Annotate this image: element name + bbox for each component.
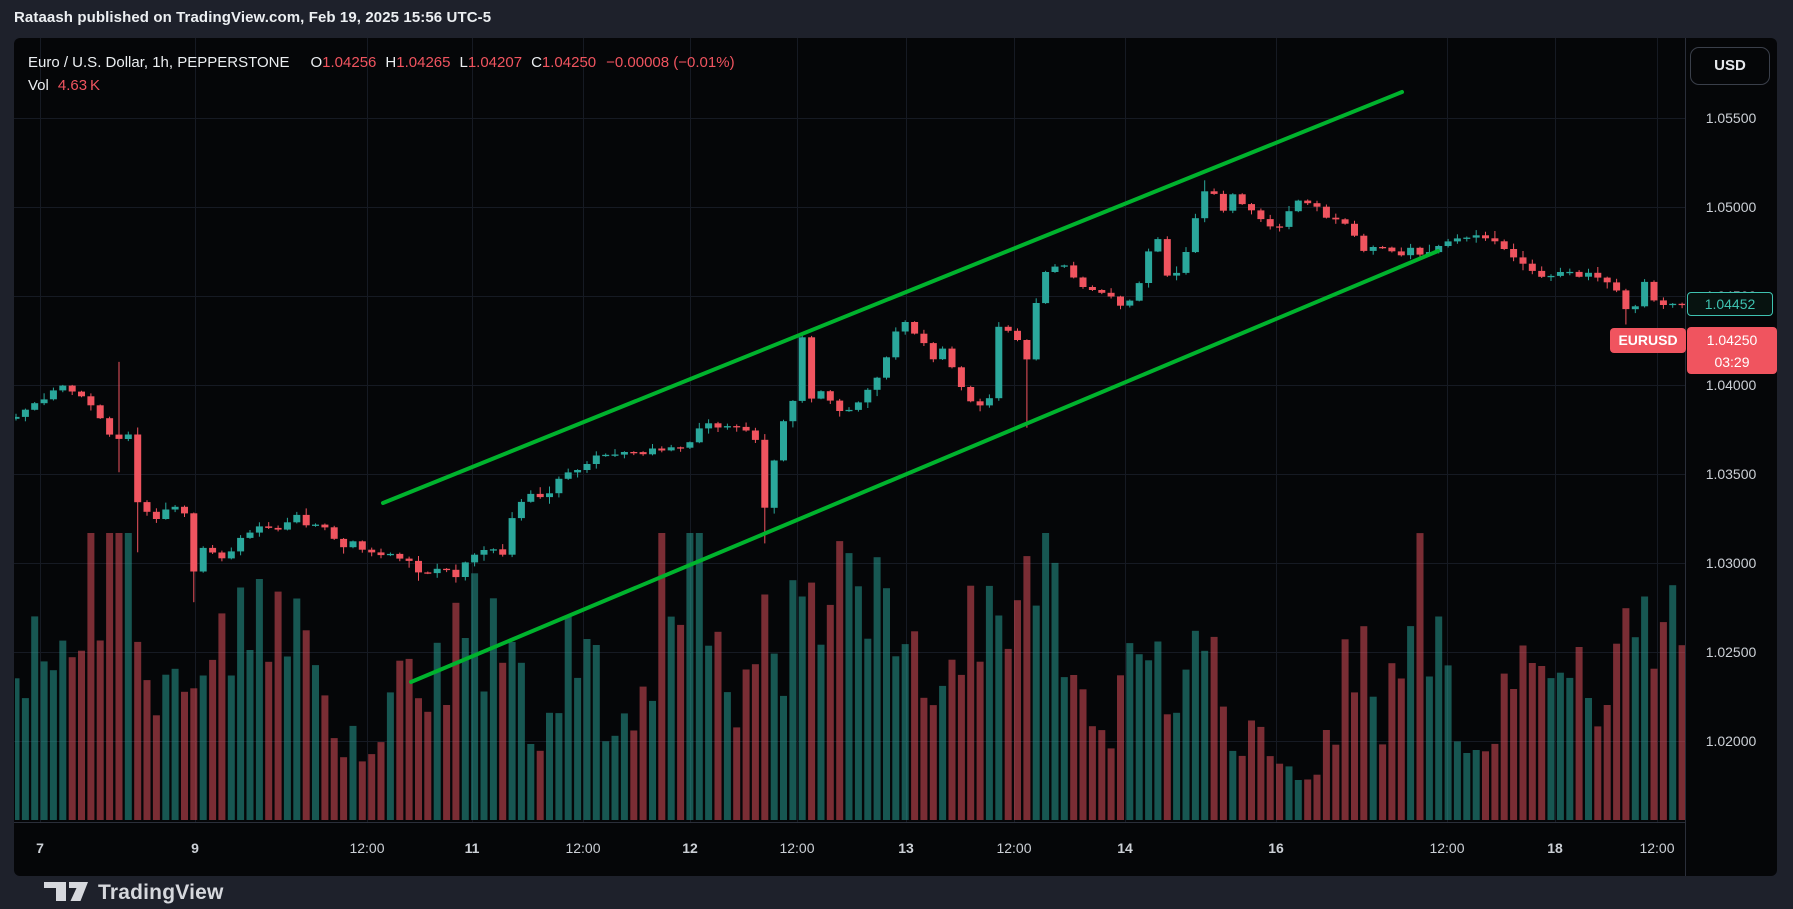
time-tick-label: 14 bbox=[1117, 840, 1133, 856]
time-tick-label: 16 bbox=[1268, 840, 1284, 856]
trend-channel bbox=[381, 90, 1440, 684]
volume-label: Vol bbox=[28, 77, 49, 94]
symbol-title[interactable]: Euro / U.S. Dollar, 1h, PEPPERSTONE bbox=[28, 54, 290, 71]
time-tick-label: 12:00 bbox=[996, 840, 1032, 856]
ohlc-letter: L bbox=[459, 54, 468, 71]
price-tick-label: 1.02500 bbox=[1705, 644, 1757, 660]
time-tick-label: 12:00 bbox=[1429, 840, 1465, 856]
candles bbox=[15, 180, 1685, 603]
last-price: 1.04250 bbox=[1706, 332, 1758, 348]
tradingview-logo-icon[interactable] bbox=[44, 882, 88, 902]
price-tick-label: 1.05000 bbox=[1705, 199, 1757, 215]
ohlc-value: 1.04265 bbox=[396, 54, 451, 71]
publish-header: Rataash published on TradingView.com, Fe… bbox=[0, 0, 1793, 38]
ohlc-value: 1.04256 bbox=[322, 54, 377, 71]
time-tick-label: 12:00 bbox=[779, 840, 815, 856]
brand-name[interactable]: TradingView bbox=[98, 881, 224, 904]
time-tick-label: 12:00 bbox=[349, 840, 385, 856]
bar-countdown: 03:29 bbox=[1714, 354, 1750, 370]
time-tick-label: 13 bbox=[898, 840, 914, 856]
ask-price-badge: 1.04452 bbox=[1687, 292, 1773, 316]
time-tick-label: 12 bbox=[682, 840, 698, 856]
chart-canvas[interactable] bbox=[14, 38, 1777, 876]
publish-header-text: Rataash published on TradingView.com, Fe… bbox=[14, 9, 492, 26]
price-axis[interactable]: 1.055001.050001.045001.040001.035001.030… bbox=[1685, 38, 1777, 822]
legend-row-volume: Vol 4.63 K bbox=[28, 74, 735, 97]
time-tick-label: 12:00 bbox=[1639, 840, 1675, 856]
price-tick-label: 1.03000 bbox=[1705, 555, 1757, 571]
axis-separators bbox=[14, 38, 1686, 876]
ohlc-values: O1.04256 H1.04265 L1.04207 C1.04250 bbox=[302, 54, 597, 71]
volume-bars bbox=[15, 533, 1685, 820]
ohlc-value: 1.04207 bbox=[467, 54, 523, 71]
legend-row-symbol: Euro / U.S. Dollar, 1h, PEPPERSTONE O1.04… bbox=[28, 51, 735, 74]
price-tick-label: 1.04000 bbox=[1705, 377, 1757, 393]
time-tick-label: 9 bbox=[191, 840, 199, 856]
time-tick-label: 11 bbox=[464, 840, 480, 856]
price-tick-label: 1.02000 bbox=[1705, 733, 1757, 749]
time-tick-label: 7 bbox=[36, 840, 44, 856]
time-tick-label: 12:00 bbox=[565, 840, 601, 856]
last-price-badge: 1.04250 03:29 bbox=[1687, 327, 1777, 374]
ohlc-letter: C bbox=[531, 54, 542, 71]
volume-value: 4.63 K bbox=[57, 77, 101, 94]
brand-footer: TradingView bbox=[0, 876, 1793, 909]
currency-toggle-button[interactable]: USD bbox=[1690, 47, 1770, 85]
ohlc-letter: O bbox=[310, 54, 323, 71]
ohlc-value: 1.04250 bbox=[541, 54, 597, 71]
time-axis[interactable]: 7 9 12:00 11 12:00 12 12:00 13 12:00 14 16 12:00 18 1… bbox=[14, 822, 1685, 876]
change-value: −0.00008 (−0.01%) bbox=[606, 54, 735, 71]
chart-legend: Euro / U.S. Dollar, 1h, PEPPERSTONE O1.04… bbox=[28, 51, 735, 97]
price-tick-label: 1.05500 bbox=[1705, 110, 1757, 126]
price-tick-label: 1.03500 bbox=[1705, 466, 1757, 482]
chart-panel: Euro / U.S. Dollar, 1h, PEPPERSTONE O1.04… bbox=[14, 38, 1777, 876]
symbol-badge: EURUSD bbox=[1610, 328, 1686, 353]
time-tick-label: 18 bbox=[1547, 840, 1563, 856]
ohlc-letter: H bbox=[385, 54, 397, 71]
